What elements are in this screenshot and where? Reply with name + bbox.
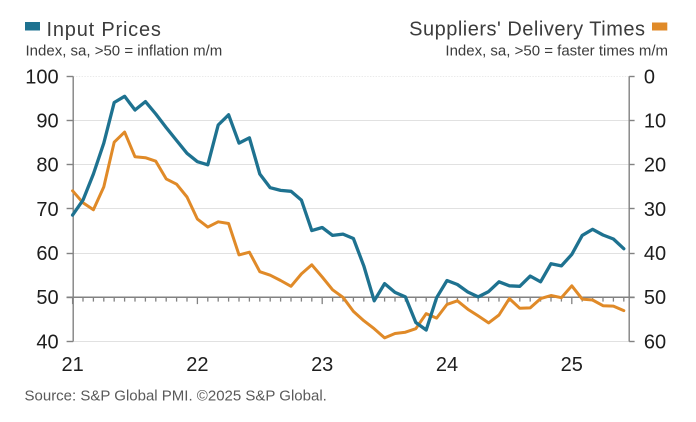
- svg-text:24: 24: [436, 354, 458, 376]
- svg-text:Input Prices: Input Prices: [47, 19, 162, 41]
- svg-text:40: 40: [644, 243, 666, 265]
- svg-text:Source: S&P Global PMI. ©2025: Source: S&P Global PMI. ©2025 S&P Global…: [25, 388, 327, 405]
- svg-text:25: 25: [561, 354, 583, 376]
- svg-text:50: 50: [644, 287, 666, 309]
- svg-text:40: 40: [36, 331, 58, 353]
- svg-text:23: 23: [311, 354, 333, 376]
- svg-text:30: 30: [644, 199, 666, 221]
- svg-text:50: 50: [36, 287, 58, 309]
- svg-text:80: 80: [36, 155, 58, 177]
- svg-text:70: 70: [36, 199, 58, 221]
- svg-text:100: 100: [25, 66, 58, 88]
- svg-text:10: 10: [644, 111, 666, 133]
- svg-text:21: 21: [61, 354, 83, 376]
- svg-text:Index, sa, >50 = faster times: Index, sa, >50 = faster times m/m: [445, 43, 668, 60]
- svg-text:0: 0: [644, 66, 655, 88]
- svg-text:60: 60: [36, 243, 58, 265]
- svg-text:Suppliers' Delivery Times: Suppliers' Delivery Times: [409, 19, 645, 41]
- svg-text:22: 22: [186, 354, 208, 376]
- svg-text:Index, sa, >50 = inflation m/m: Index, sa, >50 = inflation m/m: [26, 43, 223, 60]
- svg-text:20: 20: [644, 155, 666, 177]
- svg-text:90: 90: [36, 111, 58, 133]
- svg-text:60: 60: [644, 331, 666, 353]
